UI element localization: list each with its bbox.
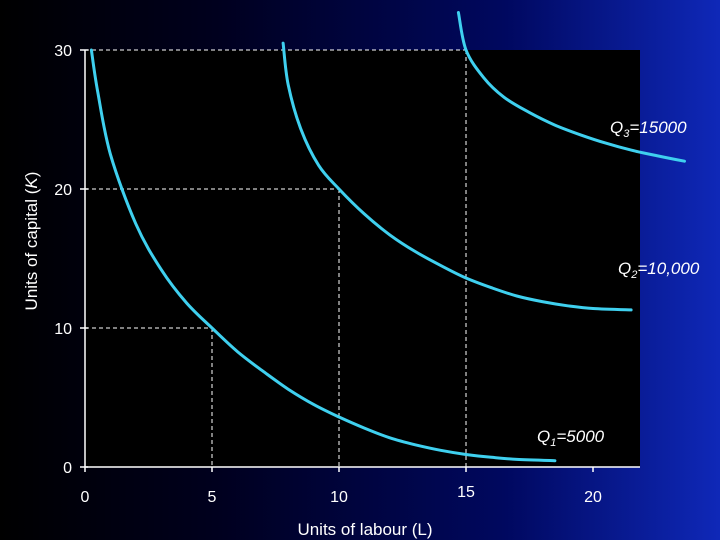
curve-labels: Q1=5000 Q2=10,000 Q3=15000 [537, 118, 700, 449]
x-tick-label: 0 [81, 489, 90, 506]
guide-lines [85, 49, 467, 467]
y-axis-label: Units of capital (K) [22, 172, 41, 311]
x-axis-label: Units of labour (L) [297, 520, 432, 539]
x-tick-label: 10 [330, 489, 348, 506]
curve-label-q1: Q1=5000 [537, 427, 605, 449]
x-tick-label: 20 [584, 489, 602, 506]
y-tick-label: 0 [63, 460, 72, 477]
y-tick-label: 10 [54, 321, 72, 338]
y-tick-label: 30 [54, 43, 72, 60]
isoquant-curve-q3 [456, 11, 686, 163]
isoquant-curve-q1 [89, 48, 557, 463]
plot-area [85, 50, 640, 467]
x-tick-label: 15 [457, 484, 475, 501]
y-tick-labels: 0 10 20 30 [54, 43, 72, 477]
isoquant-curve-q2 [281, 41, 633, 312]
x-tick-label: 5 [208, 489, 217, 506]
axes [80, 49, 640, 472]
y-tick-label: 20 [54, 182, 72, 199]
x-tick-labels: 0 5 10 15 20 [81, 484, 602, 506]
curve-label-q2: Q2=10,000 [618, 259, 700, 281]
isoquant-curves [89, 11, 686, 463]
curve-label-q3: Q3=15000 [610, 118, 687, 140]
